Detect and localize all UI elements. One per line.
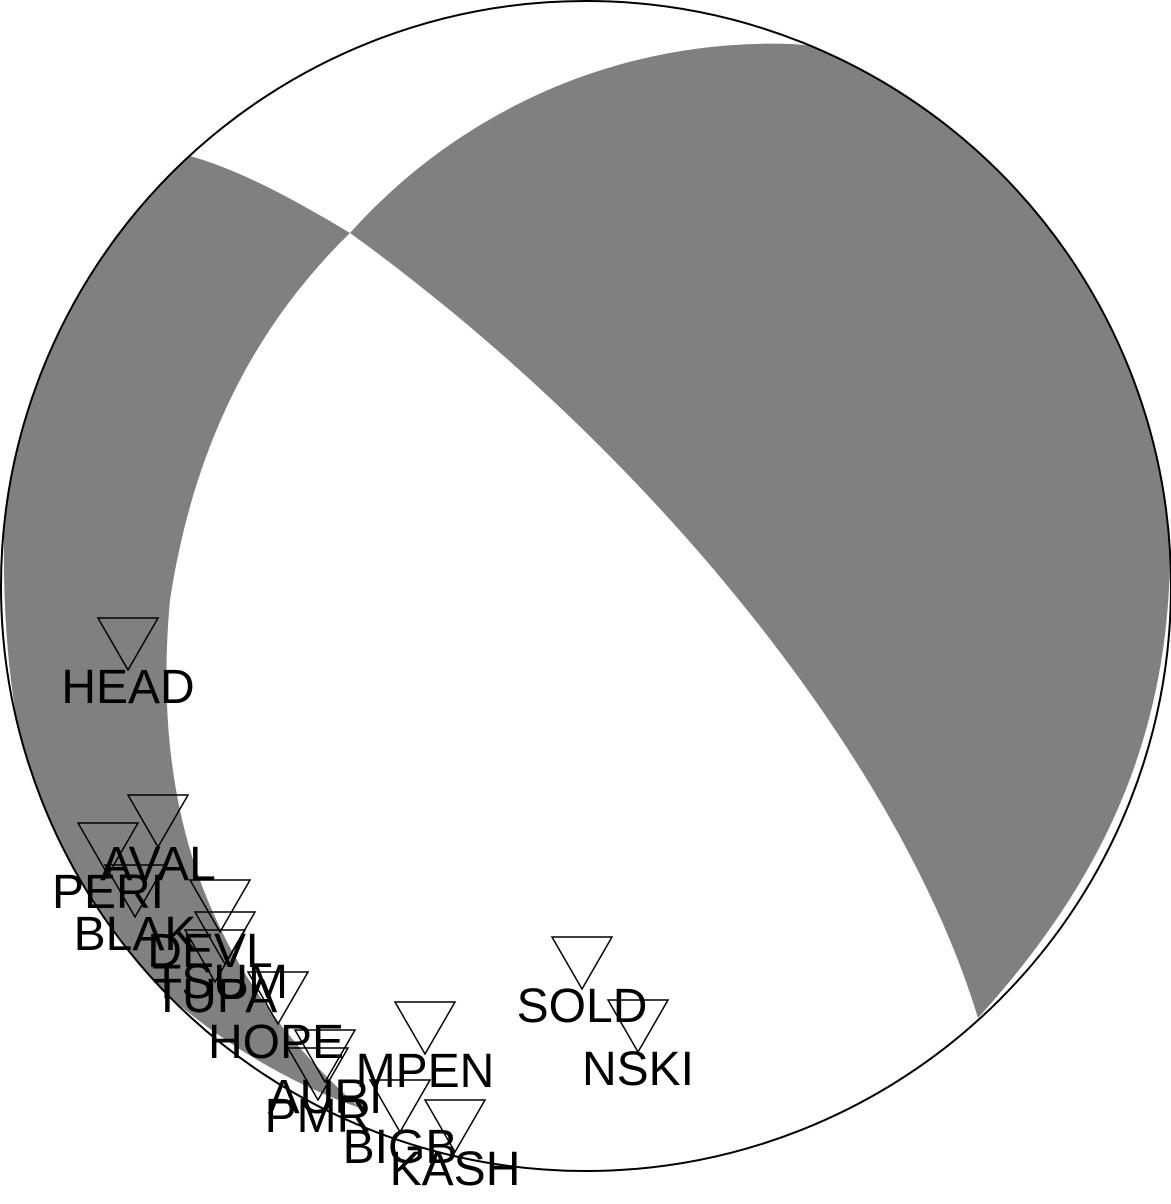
- station-label-tupa: TUPA: [153, 970, 277, 1023]
- station-label-auri: AURI: [268, 1071, 383, 1124]
- station-marker-auri: [293, 1029, 357, 1084]
- station-marker-tupa: [183, 929, 247, 984]
- station-label-kash: KASH: [390, 1143, 521, 1196]
- station-marker-sold: [550, 936, 614, 991]
- station-marker-kash: [423, 1099, 487, 1154]
- station-marker-aval: [126, 794, 190, 849]
- station-marker-bigb: [368, 1079, 432, 1134]
- station-label-devl: DEVL: [147, 925, 272, 978]
- station-label-head: HEAD: [61, 661, 194, 714]
- compressional-quadrant-east: [350, 43, 1171, 1018]
- station-label-peri: PERI: [52, 866, 164, 919]
- station-marker-head: [96, 617, 160, 672]
- station-label-tsum: TSUM: [152, 956, 288, 1009]
- station-marker-nski: [606, 999, 670, 1054]
- station-label-pmr: PMR: [265, 1090, 372, 1143]
- station-marker-blak: [103, 864, 167, 919]
- station-label-blak: BLAK: [74, 908, 197, 961]
- beachball-outline: [0, 0, 1171, 1172]
- compressional-quadrant-west: [3, 156, 361, 1108]
- station-marker-devl: [188, 879, 252, 934]
- station-label-nski: NSKI: [582, 1043, 694, 1096]
- station-marker-peri: [76, 822, 140, 877]
- station-label-bigb: BIGB: [343, 1121, 458, 1174]
- station-label-hope: HOPE: [208, 1016, 344, 1069]
- station-marker-mpen: [393, 1001, 457, 1056]
- station-marker-pmr: [286, 1047, 350, 1102]
- stations-layer: HEADAVALPERIBLAKDEVLTSUMTUPAHOPEMPENSOLD…: [52, 617, 694, 1196]
- station-label-sold: SOLD: [517, 980, 648, 1033]
- station-marker-hope: [246, 971, 310, 1026]
